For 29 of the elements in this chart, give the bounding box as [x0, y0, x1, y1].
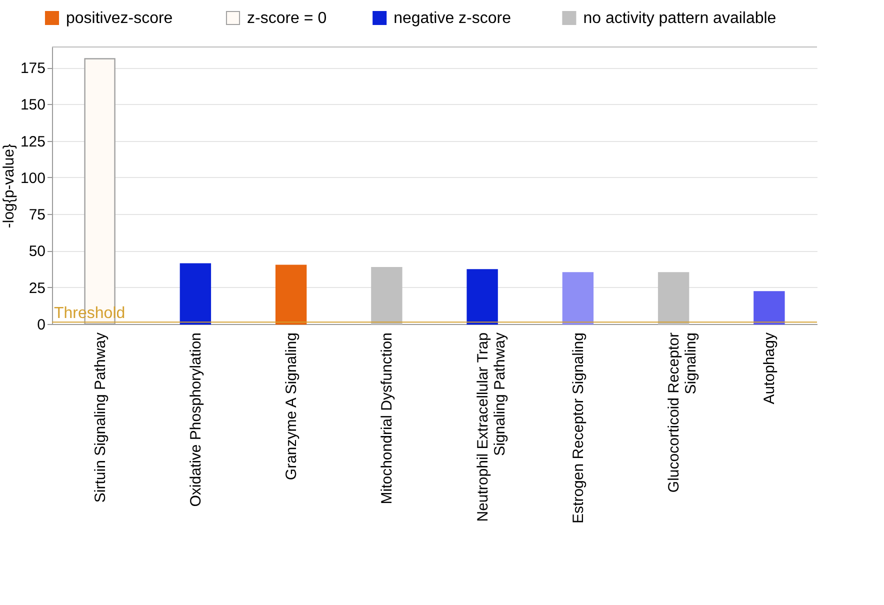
x-tick-label: Estrogen Receptor Signaling — [570, 332, 587, 524]
y-axis-title: -log{p-value} — [0, 144, 18, 228]
bar — [466, 269, 498, 325]
bar — [180, 263, 212, 325]
x-tick-label: Granzyme A Signaling — [283, 332, 300, 480]
bar — [658, 272, 690, 325]
y-tick-label: 150 — [20, 96, 46, 114]
x-tick-label: Neutrophil Extracellular Trap Signaling Pathway — [474, 332, 508, 522]
ref-line-label: Threshold — [54, 305, 126, 322]
legend-label: z-score = 0 — [247, 10, 327, 27]
bar — [371, 266, 402, 325]
bar — [754, 291, 785, 325]
y-tick-label: 0 — [37, 316, 46, 334]
y-tick-label: 175 — [20, 60, 46, 78]
y-tick-label: 100 — [20, 170, 46, 187]
x-tick-label: Mitochondrial Dysfunction — [378, 332, 396, 504]
x-tick-label: Sirtuin Signaling Pathway — [92, 332, 109, 503]
y-tick-label: 50 — [28, 243, 46, 260]
bar — [275, 264, 307, 325]
legend-label: no activity pattern available — [583, 10, 776, 27]
legend-label: positivez-score — [66, 10, 173, 27]
x-tick-label: Autophagy — [761, 332, 778, 404]
y-tick-label: 75 — [28, 206, 46, 224]
y-tick-label: 25 — [28, 280, 46, 297]
x-tick-label: Glucocorticoid Receptor Signaling — [666, 332, 700, 493]
x-tick-label: Oxidative Phosphorylation — [187, 332, 204, 507]
legend-label: negative z-score — [394, 10, 512, 27]
y-tick-label: 125 — [20, 133, 46, 150]
bar — [562, 272, 594, 325]
